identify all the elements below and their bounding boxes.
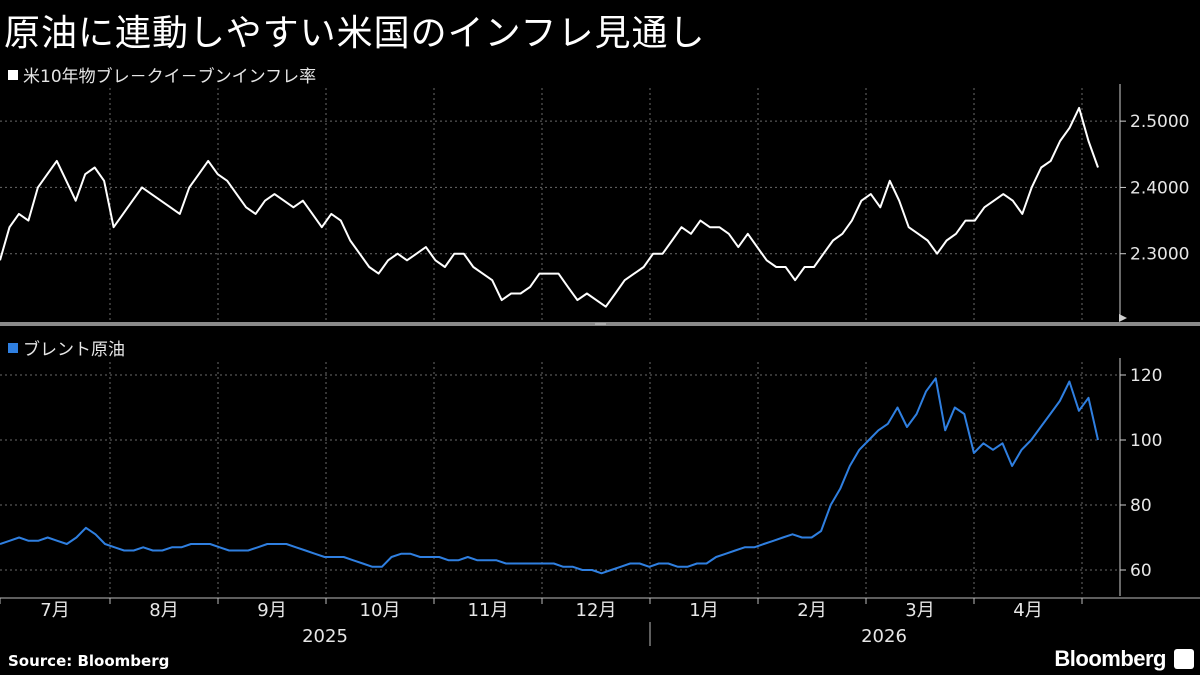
y-tick-label: 2.4000 — [1130, 178, 1189, 198]
y-tick-label: 80 — [1130, 496, 1152, 516]
legend-bottom: ブレント原油 — [8, 335, 125, 360]
legend-label-top: 米10年物ブレ－クイ－ブンインフレ率 — [23, 67, 317, 87]
x-tick-label: 11月 — [468, 600, 509, 621]
page-title: 原油に連動しやすい米国のインフレ見通し — [4, 13, 706, 54]
y-tick-label: 120 — [1130, 366, 1162, 386]
x-tick-label: 2月 — [797, 600, 826, 621]
legend-label-bottom: ブレント原油 — [23, 340, 125, 360]
y-tick-label: 2.5000 — [1130, 112, 1189, 132]
x-tick-label: 9月 — [257, 600, 286, 621]
bloomberg-logo: Bloomberg — [1054, 646, 1166, 671]
y-tick-label: 60 — [1130, 561, 1152, 581]
y-tick-label: 100 — [1130, 431, 1162, 451]
legend-top: 米10年物ブレ－クイ－ブンインフレ率 — [8, 62, 316, 87]
x-tick-label: 3月 — [905, 600, 934, 621]
y-tick-label: 2.3000 — [1130, 245, 1189, 265]
x-tick-label: 12月 — [576, 600, 617, 621]
axis-marker — [1119, 314, 1127, 322]
x-tick-label: 8月 — [149, 600, 178, 621]
x-tick-label: 7月 — [40, 600, 69, 621]
x-tick-label: 10月 — [360, 600, 401, 621]
source-note: Source: Bloomberg — [8, 652, 170, 670]
x-tick-label: 1月 — [689, 600, 718, 621]
bloomberg-logo-icon — [1174, 649, 1194, 669]
legend-swatch-bottom — [8, 342, 18, 353]
year-label: 2026 — [861, 626, 907, 647]
series-line-brent — [0, 377, 1099, 575]
year-label: 2025 — [302, 626, 348, 647]
series-line-breakeven — [0, 106, 1099, 308]
legend-swatch-top — [8, 69, 18, 80]
x-tick-label: 4月 — [1013, 600, 1042, 621]
